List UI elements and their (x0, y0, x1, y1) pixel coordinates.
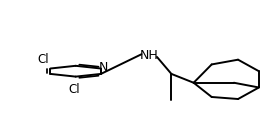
Text: Cl: Cl (37, 53, 49, 66)
Text: Cl: Cl (68, 83, 80, 96)
Text: N: N (98, 61, 108, 74)
Text: NH: NH (140, 49, 158, 62)
